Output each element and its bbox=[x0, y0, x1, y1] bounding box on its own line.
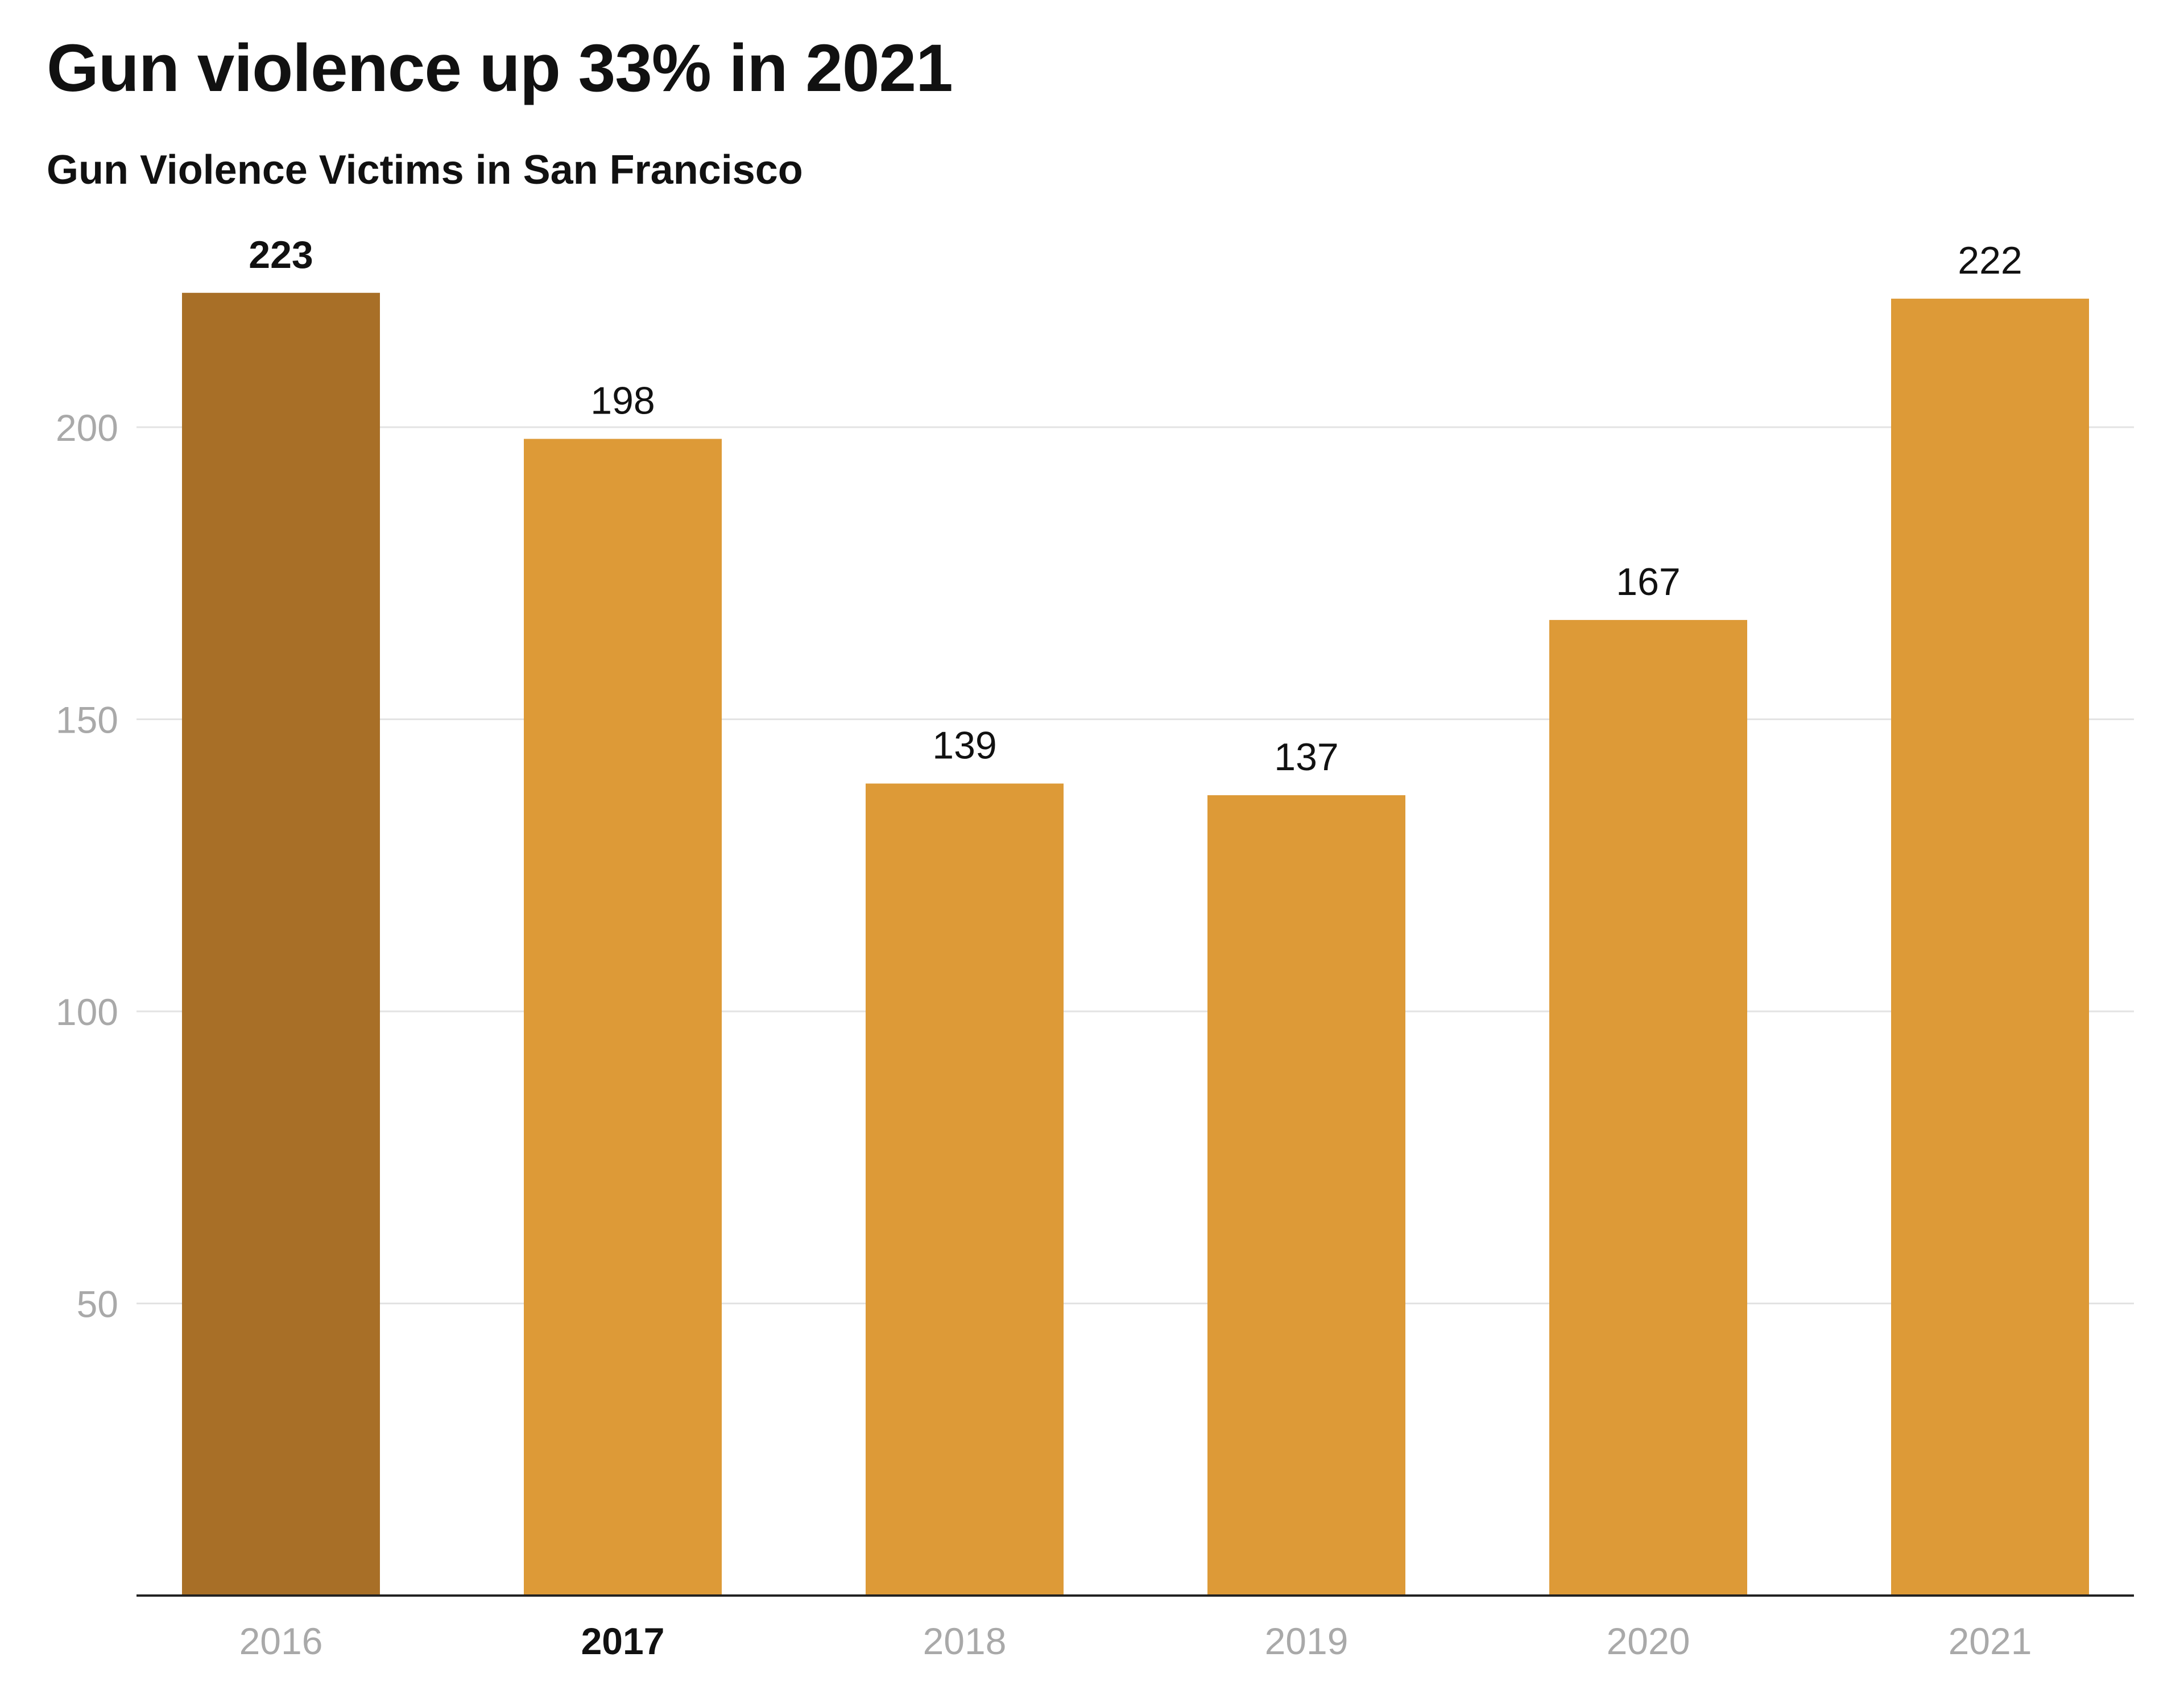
data-labels: 223 198 139 137 167 222 bbox=[249, 233, 2022, 779]
bar-2016 bbox=[182, 292, 380, 1596]
bars bbox=[182, 292, 2089, 1596]
y-tick-label-150: 150 bbox=[56, 699, 118, 741]
y-tick-label-50: 50 bbox=[77, 1283, 118, 1325]
y-tick-label-100: 100 bbox=[56, 991, 118, 1033]
data-label-2017: 198 bbox=[590, 379, 655, 423]
x-tick-label-2018: 2018 bbox=[923, 1620, 1007, 1662]
data-label-2021: 222 bbox=[1958, 239, 2022, 282]
bar-2020 bbox=[1549, 619, 1747, 1596]
data-label-2019: 137 bbox=[1274, 735, 1338, 779]
x-tick-label-2021: 2021 bbox=[1949, 1620, 2032, 1662]
x-axis: 2016 2017 2018 2019 2020 2021 bbox=[136, 1594, 2134, 1662]
data-label-2018: 139 bbox=[932, 724, 996, 767]
bar-2019 bbox=[1207, 795, 1405, 1596]
data-label-2016: 223 bbox=[249, 233, 313, 276]
x-tick-label-2020: 2020 bbox=[1607, 1620, 1690, 1662]
bar-2017 bbox=[524, 439, 722, 1596]
data-label-2020: 167 bbox=[1616, 560, 1680, 604]
bar-2018 bbox=[866, 783, 1064, 1596]
gridlines: 50 100 150 200 bbox=[56, 407, 2134, 1325]
y-tick-label-200: 200 bbox=[56, 407, 118, 449]
x-tick-label-2019: 2019 bbox=[1265, 1620, 1349, 1662]
x-tick-label-2016: 2016 bbox=[239, 1620, 323, 1662]
chart-subtitle: Gun Violence Victims in San Francisco bbox=[47, 147, 803, 193]
x-tick-label-2017: 2017 bbox=[581, 1620, 665, 1662]
chart-title: Gun violence up 33% in 2021 bbox=[47, 31, 953, 106]
bar-2021 bbox=[1891, 299, 2089, 1596]
